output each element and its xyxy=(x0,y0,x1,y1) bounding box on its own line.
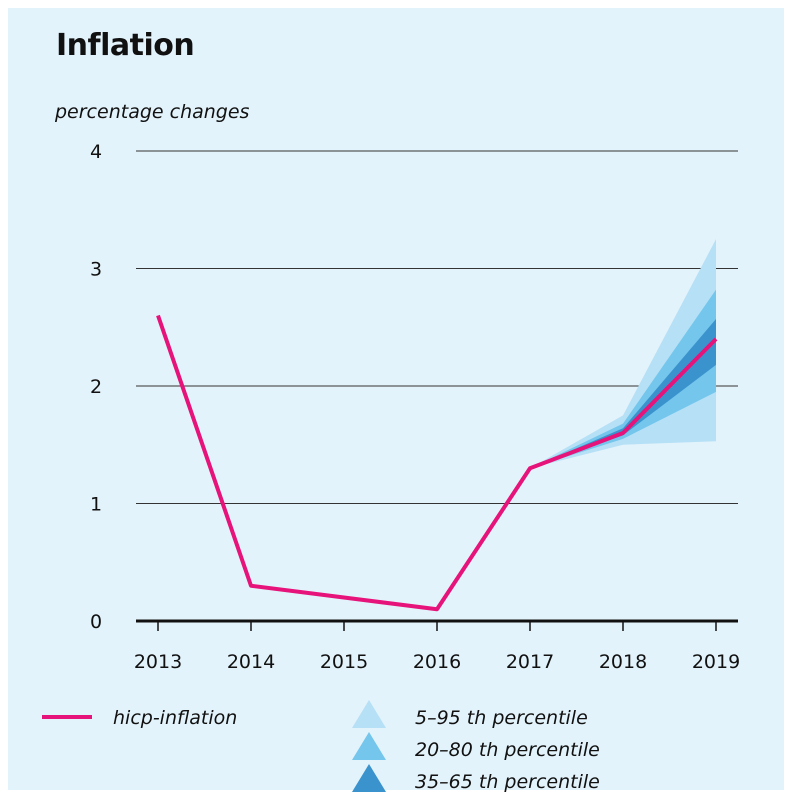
y-axis: 0 1 2 3 4 xyxy=(90,141,102,633)
legend-label-band-0: 5–95 th percentile xyxy=(415,707,588,729)
y-tick-label: 2 xyxy=(90,376,102,398)
legend-swatch-band-2 xyxy=(352,764,386,792)
legend-label-band-2: 35–65 th percentile xyxy=(415,771,600,793)
x-axis: 2013 2014 2015 2016 2017 2018 2019 xyxy=(134,619,740,673)
y-tick-label: 4 xyxy=(90,141,102,163)
x-tick-label: 2016 xyxy=(413,651,461,673)
legend-swatch-band-0 xyxy=(352,700,386,728)
x-tick-label: 2015 xyxy=(320,651,368,673)
x-tick-label: 2018 xyxy=(599,651,647,673)
legend-label-hicp: hicp-inflation xyxy=(113,707,237,729)
series-line-hicp xyxy=(156,314,718,612)
legend-label-band-1: 20–80 th percentile xyxy=(415,739,600,761)
y-tick-label: 1 xyxy=(90,494,102,516)
legend-swatch-band-1 xyxy=(352,732,386,760)
y-tick-label: 0 xyxy=(90,611,102,633)
y-tick-label: 3 xyxy=(90,259,102,281)
x-tick-label: 2019 xyxy=(692,651,740,673)
chart-title: Inflation xyxy=(56,28,195,63)
y-axis-unit-label: percentage changes xyxy=(55,101,250,123)
legend: hicp-inflation 5–95 th percentile 20–80 th… xyxy=(42,700,600,793)
gridlines xyxy=(136,150,738,504)
x-tick-label: 2013 xyxy=(134,651,182,673)
x-tick-label: 2014 xyxy=(227,651,275,673)
x-tick-label: 2017 xyxy=(506,651,554,673)
series-lines xyxy=(156,314,718,612)
